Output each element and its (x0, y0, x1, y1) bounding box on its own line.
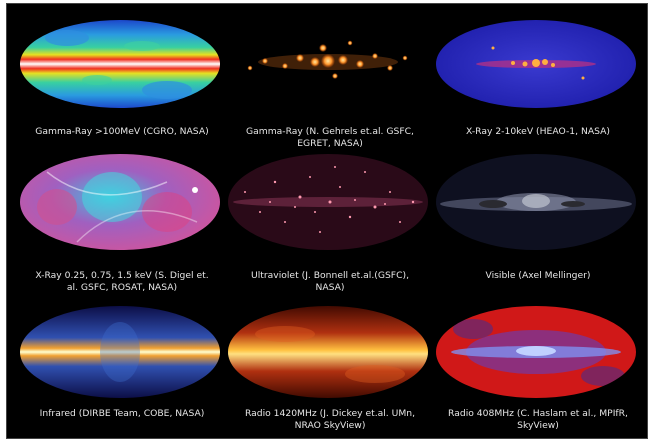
image-frame: Gamma-Ray >100MeV (CGRO, NASA) (6, 3, 648, 439)
caption-line: al. GSFC, ROSAT, NASA) (66, 282, 178, 293)
caption-line: SkyView) (517, 420, 559, 431)
panel-caption: Radio 408MHz (C. Haslam et al., MPIfR, S… (433, 408, 643, 432)
caption-line: Gamma-Ray (N. Gehrels et.al. GSFC, (246, 126, 414, 137)
caption-line: Visible (Axel Mellinger) (485, 270, 591, 281)
gamma-ray-point-sources-map (225, 18, 431, 110)
caption-line: Gamma-Ray >100MeV (CGRO, NASA) (35, 126, 209, 137)
caption-line: X-Ray 0.25, 0.75, 1.5 keV (S. Digel et. (35, 270, 209, 281)
panel-caption: Ultraviolet (J. Bonnell et.al.(GSFC), NA… (225, 270, 435, 294)
caption-line: Radio 408MHz (C. Haslam et al., MPIfR, (448, 408, 628, 419)
gamma-ray-sky-map (20, 20, 220, 108)
visible-sky-map (436, 154, 636, 250)
panel-caption: Radio 1420MHz (J. Dickey et.al. UMn, NRA… (225, 408, 435, 432)
caption-line: Infrared (DIRBE Team, COBE, NASA) (39, 408, 205, 419)
panel-caption: Infrared (DIRBE Team, COBE, NASA) (17, 408, 227, 420)
caption-line: NRAO SkyView) (294, 420, 366, 431)
panel-caption: Gamma-Ray >100MeV (CGRO, NASA) (17, 126, 227, 138)
caption-line: EGRET, NASA) (297, 138, 363, 149)
panel-caption: Visible (Axel Mellinger) (433, 270, 643, 282)
xray-hard-sky-map (436, 20, 636, 108)
ultraviolet-sky-map (228, 154, 428, 250)
caption-line: Ultraviolet (J. Bonnell et.al.(GSFC), (250, 270, 410, 281)
xray-soft-sky-map (20, 154, 220, 250)
caption-line: Radio 1420MHz (J. Dickey et.al. UMn, (244, 408, 416, 419)
caption-line: NASA) (315, 282, 345, 293)
panel-caption: X-Ray 2-10keV (HEAO-1, NASA) (433, 126, 643, 138)
radio-408mhz-sky-map (436, 306, 636, 398)
caption-line: X-Ray 2-10keV (HEAO-1, NASA) (466, 126, 610, 137)
radio-1420mhz-sky-map (228, 306, 428, 398)
panel-caption: Gamma-Ray (N. Gehrels et.al. GSFC, EGRET… (225, 126, 435, 150)
panel-caption: X-Ray 0.25, 0.75, 1.5 keV (S. Digel et. … (17, 270, 227, 294)
infrared-sky-map (20, 306, 220, 398)
